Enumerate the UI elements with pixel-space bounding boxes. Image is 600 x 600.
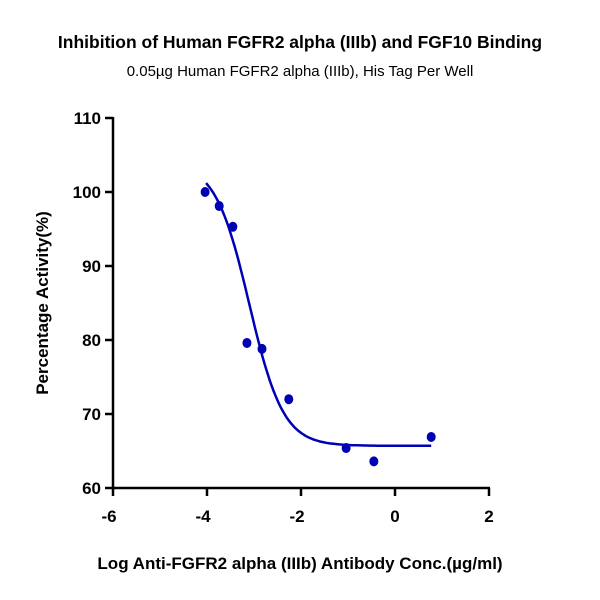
data-point: [341, 443, 351, 454]
data-point: [214, 201, 224, 212]
y-tick-label: 90: [82, 257, 101, 276]
x-tick-label: -2: [289, 507, 304, 526]
y-tick-label: 110: [74, 109, 101, 128]
y-tick-label: 60: [82, 479, 101, 498]
x-tick-label: -4: [195, 507, 211, 526]
y-tick-label: 70: [82, 405, 101, 424]
y-tick-label: 80: [82, 331, 101, 350]
chart-title: Inhibition of Human FGFR2 alpha (IIIb) a…: [58, 32, 542, 52]
data-point: [369, 456, 379, 467]
chart-subtitle: 0.05µg Human FGFR2 alpha (IIIb), His Tag…: [127, 63, 474, 80]
x-tick-label: -6: [101, 507, 116, 526]
fit-curve: [205, 182, 432, 448]
x-axis-label: Log Anti-FGFR2 alpha (IIIb) Antibody Con…: [97, 554, 502, 573]
data-point: [242, 337, 252, 348]
data-point: [200, 187, 210, 197]
data-point: [257, 343, 267, 354]
y-tick-label: 100: [73, 183, 101, 202]
data-point: [228, 221, 238, 232]
y-axis-label: Percentage Activity(%): [33, 211, 52, 395]
x-tick-label: 2: [484, 507, 493, 526]
data-point: [284, 394, 294, 405]
data-point: [426, 431, 436, 442]
x-tick-label: 0: [390, 507, 399, 526]
